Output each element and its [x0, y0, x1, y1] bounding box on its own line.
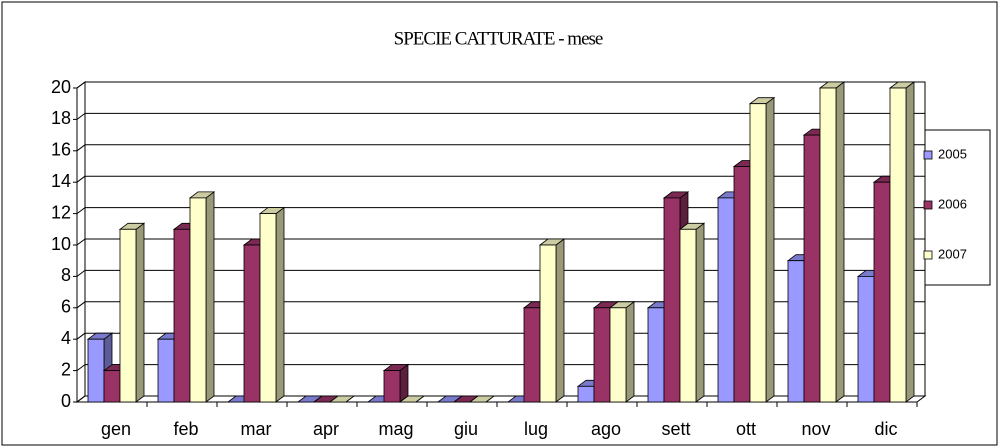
bar [609, 307, 627, 403]
y-tick-label: 0 [61, 391, 71, 411]
bar-top [468, 395, 496, 403]
legend-swatch [923, 250, 933, 260]
grid-line-side [76, 301, 86, 309]
bar-top [328, 395, 356, 403]
y-tick-label: 20 [51, 77, 71, 97]
chart-title: SPECIE CATTURATE - mese [394, 28, 603, 49]
y-tick-label: 6 [61, 297, 71, 317]
y-tick-label: 2 [61, 359, 71, 379]
x-tick-label: apr [313, 419, 339, 439]
grid-line-side [76, 395, 86, 403]
x-tick-label: dic [874, 419, 897, 439]
x-tick-label: lug [524, 419, 548, 439]
bar-side [399, 363, 409, 403]
bar [259, 213, 277, 403]
x-tick-label: gen [101, 419, 131, 439]
x-tick-label: ago [591, 419, 621, 439]
bar [749, 103, 767, 403]
bar-side [905, 81, 915, 403]
legend-label: 2005 [938, 146, 967, 161]
x-tick-label: mar [241, 419, 272, 439]
grid-line-side [76, 269, 86, 277]
bar [539, 244, 557, 403]
bar-side [205, 191, 215, 403]
bar [103, 370, 121, 403]
bar [593, 307, 611, 403]
bar [679, 228, 697, 403]
bar [119, 228, 137, 403]
x-tick-label: giu [454, 419, 478, 439]
grid-line-side [76, 144, 86, 152]
x-tick-label: mag [378, 419, 413, 439]
grid-line-side [76, 238, 86, 246]
bar-side [625, 300, 635, 403]
y-tick-label: 14 [51, 171, 71, 191]
bar-side [695, 222, 705, 403]
grid-line-side [76, 113, 86, 120]
bar [383, 370, 401, 403]
bar [577, 385, 595, 403]
bar-side [835, 81, 845, 403]
bar [873, 181, 891, 403]
y-tick-label: 4 [61, 328, 71, 348]
y-tick-label: 8 [61, 265, 71, 285]
bar [889, 87, 907, 403]
bar [189, 197, 207, 403]
bar [819, 87, 837, 403]
grid-line-side [76, 332, 86, 340]
legend-label: 2006 [938, 196, 967, 211]
y-tick-label: 18 [51, 108, 71, 128]
bar [663, 197, 681, 403]
x-tick-label: sett [661, 419, 690, 439]
grid-line-side [76, 175, 86, 183]
bar [787, 260, 805, 403]
bar [157, 338, 175, 403]
bar-top [398, 395, 426, 403]
bar [733, 166, 751, 403]
legend-label: 2007 [938, 246, 967, 261]
y-tick-label: 16 [51, 140, 71, 160]
bar [523, 307, 541, 403]
y-tick-label: 12 [51, 202, 71, 222]
x-tick-label: nov [801, 419, 830, 439]
bar [87, 338, 105, 403]
bar-side [135, 222, 145, 403]
bar-side [765, 96, 775, 403]
bar [647, 307, 665, 403]
grid-line-side [76, 81, 86, 89]
x-tick-label: feb [173, 419, 198, 439]
x-tick-label: ott [736, 419, 756, 439]
y-tick-label: 10 [51, 234, 71, 254]
legend-swatch [923, 200, 933, 210]
bar [717, 197, 735, 403]
legend-swatch [923, 150, 933, 160]
bar [243, 244, 261, 403]
grid-line-side [76, 364, 86, 372]
bar [857, 275, 875, 403]
bar-side [275, 206, 285, 403]
bar [173, 228, 191, 403]
grid-line-side [76, 207, 86, 215]
bar-side [555, 238, 565, 403]
bar [803, 134, 821, 403]
